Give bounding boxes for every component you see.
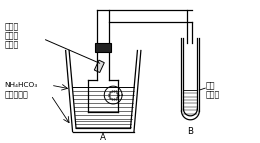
- Text: B: B: [187, 127, 193, 136]
- Text: 澄清: 澄清: [205, 82, 215, 91]
- Text: NH₄HCO₃: NH₄HCO₃: [4, 82, 37, 88]
- Text: 生石灰和水: 生石灰和水: [4, 91, 28, 100]
- Polygon shape: [94, 60, 104, 73]
- Text: 红色石: 红色石: [4, 31, 18, 40]
- Text: 石灰水: 石灰水: [205, 91, 219, 100]
- Text: 蕊试纸: 蕊试纸: [4, 40, 18, 49]
- Bar: [95, 43, 111, 52]
- Text: A: A: [100, 133, 106, 142]
- Text: 干燥的: 干燥的: [4, 22, 18, 31]
